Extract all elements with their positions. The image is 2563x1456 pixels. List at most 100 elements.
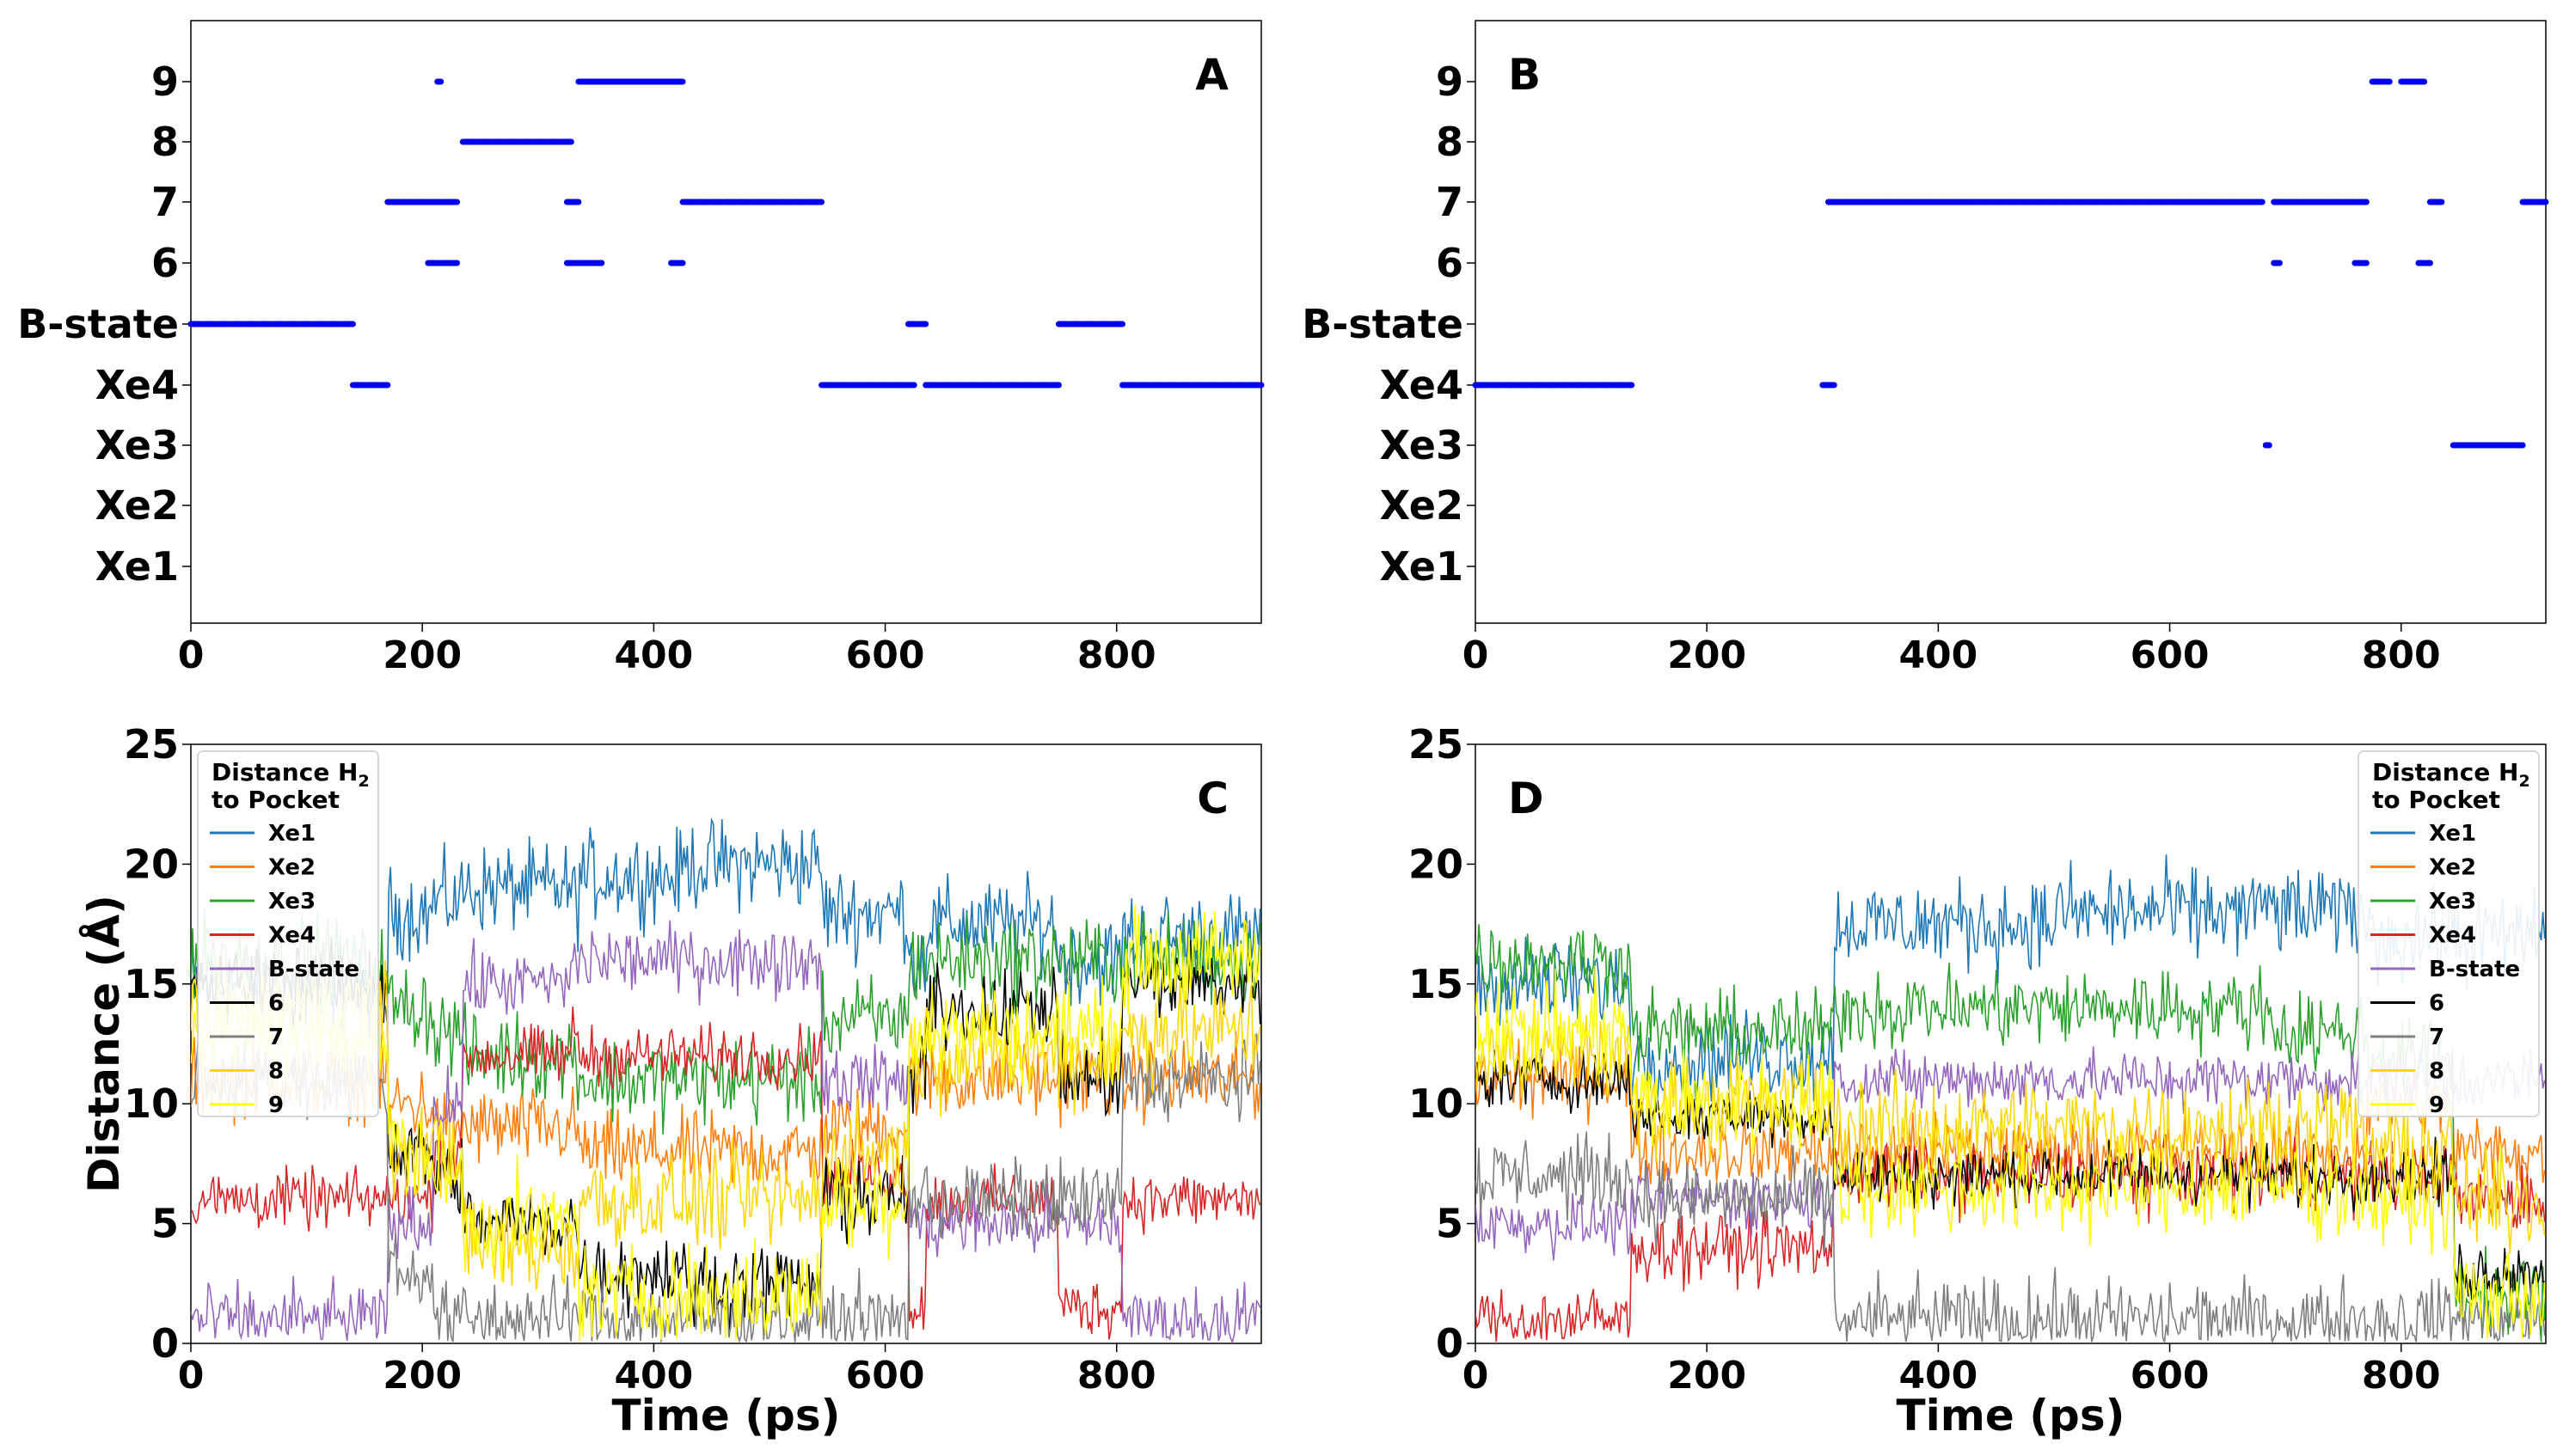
x-tick-label: 0 <box>178 633 205 677</box>
legend-entry-Xe2: Xe2 <box>268 855 316 881</box>
y-axis-label: Distance (Å) <box>78 895 129 1193</box>
legend-box <box>2358 750 2540 1117</box>
x-tick-label: 800 <box>2362 1354 2441 1398</box>
y-tick-label: 20 <box>1408 841 1463 887</box>
y-tick-label: 6 <box>151 240 179 286</box>
y-tick-label: 20 <box>124 841 179 887</box>
x-tick-label: 600 <box>2131 633 2210 677</box>
y-tick-label: 25 <box>124 721 179 768</box>
x-tick-label: 0 <box>1462 1354 1489 1398</box>
y-tick-label: 0 <box>1436 1320 1463 1367</box>
plot-frame <box>1475 20 2547 624</box>
y-tick-label: Xe3 <box>1380 422 1463 468</box>
legend-entry-7: 7 <box>268 1025 284 1050</box>
y-tick-label: 0 <box>151 1320 179 1367</box>
legend-title: Distance H2 <box>212 758 370 791</box>
legend-entry-6: 6 <box>268 991 284 1017</box>
x-tick-label: 800 <box>2362 633 2441 677</box>
y-tick-label: 9 <box>151 58 179 105</box>
y-tick-label: B-state <box>17 301 179 347</box>
y-tick-label: 10 <box>124 1080 179 1127</box>
series-line-7 <box>1475 1131 2546 1343</box>
panel-label: C <box>1197 774 1229 823</box>
legend-entry-Xe4: Xe4 <box>2429 923 2476 949</box>
plot-frame <box>190 743 1262 1344</box>
panel-label: A <box>1195 50 1229 100</box>
legend-entry-Xe3: Xe3 <box>2429 889 2476 915</box>
y-tick-label: 8 <box>1436 119 1463 165</box>
y-tick-label: Xe1 <box>1380 543 1463 590</box>
y-tick-label: 8 <box>151 119 179 165</box>
y-tick-label: Xe3 <box>95 422 179 468</box>
series-line-6 <box>1475 1049 2545 1306</box>
legend-title-line2: to Pocket <box>2372 786 2500 814</box>
y-tick-label: Xe2 <box>95 482 179 529</box>
y-tick-label: Xe4 <box>95 362 179 408</box>
legend-entry-B-state: B-state <box>2429 957 2520 982</box>
legend-title-subscript: 2 <box>2519 772 2530 791</box>
y-tick-label: 10 <box>1408 1080 1463 1127</box>
x-tick-label: 600 <box>846 633 925 677</box>
x-tick-label: 200 <box>383 633 462 677</box>
x-tick-label: 0 <box>178 1354 205 1398</box>
x-axis-label: Time (ps) <box>612 1391 841 1441</box>
panel-A: 0 200 400 600 800 Xe1 Xe2 Xe3 Xe4 B-state 6 7 8 9 A <box>17 20 1265 677</box>
legend-entry-Xe3: Xe3 <box>268 889 316 915</box>
x-tick-label: 600 <box>2131 1354 2210 1398</box>
legend-box <box>197 750 379 1117</box>
y-tick-label: 15 <box>1408 961 1463 1007</box>
legend-entry-8: 8 <box>268 1059 284 1085</box>
x-tick-label: 600 <box>846 1354 925 1398</box>
y-tick-label: Xe4 <box>1380 362 1463 408</box>
legend-entry-7: 7 <box>2429 1025 2444 1050</box>
legend-title-text: Distance H <box>212 758 359 786</box>
y-tick-label: 9 <box>1436 58 1463 105</box>
y-tick-label: 25 <box>1408 721 1463 768</box>
panel-label: D <box>1508 774 1544 823</box>
y-tick-label: Xe2 <box>1380 482 1463 529</box>
x-tick-label: 800 <box>1077 1354 1156 1398</box>
y-tick-label: 5 <box>1436 1201 1463 1247</box>
legend-entry-Xe4: Xe4 <box>268 923 316 949</box>
y-tick-label: 5 <box>151 1201 179 1247</box>
y-tick-label: B-state <box>1302 301 1463 347</box>
legend-entry-Xe2: Xe2 <box>2429 855 2476 881</box>
x-tick-label: 200 <box>383 1354 462 1398</box>
legend-title: Distance H2 <box>2372 758 2530 791</box>
panel-B: 0 200 400 600 800 Xe1 Xe2 Xe3 Xe4 B-state 6 7 8 9 B <box>1302 20 2549 677</box>
legend-entry-Xe1: Xe1 <box>2429 821 2476 847</box>
legend-entry-9: 9 <box>268 1092 284 1118</box>
x-tick-label: 400 <box>614 1354 693 1398</box>
x-tick-label: 200 <box>1667 1354 1746 1398</box>
series-line-B-state <box>191 920 1261 1343</box>
y-tick-label: Xe1 <box>95 543 179 590</box>
panel-label: B <box>1508 50 1541 100</box>
x-tick-label: 400 <box>614 633 693 677</box>
series-line-Xe4 <box>191 1006 1261 1340</box>
legend-entry-B-state: B-state <box>268 957 359 982</box>
legend-entry-8: 8 <box>2429 1059 2444 1085</box>
legend-entry-6: 6 <box>2429 991 2444 1017</box>
legend-title-line2: to Pocket <box>212 786 340 814</box>
y-tick-label: 15 <box>124 961 179 1007</box>
x-tick-label: 0 <box>1462 633 1489 677</box>
legend-entry-9: 9 <box>2429 1092 2444 1118</box>
plot-frame <box>1475 743 2547 1344</box>
y-tick-label: 6 <box>1436 240 1463 286</box>
y-tick-label: 7 <box>1436 179 1463 225</box>
x-tick-label: 400 <box>1898 633 1977 677</box>
x-tick-label: 800 <box>1077 633 1156 677</box>
x-tick-label: 400 <box>1898 1354 1977 1398</box>
legend-title-text: Distance H <box>2372 758 2519 786</box>
x-axis-label: Time (ps) <box>1897 1391 2125 1441</box>
series-line-9 <box>1475 965 2546 1339</box>
legend-entry-Xe1: Xe1 <box>268 821 316 847</box>
y-tick-label: 7 <box>151 179 179 225</box>
legend-title-subscript: 2 <box>359 772 370 791</box>
